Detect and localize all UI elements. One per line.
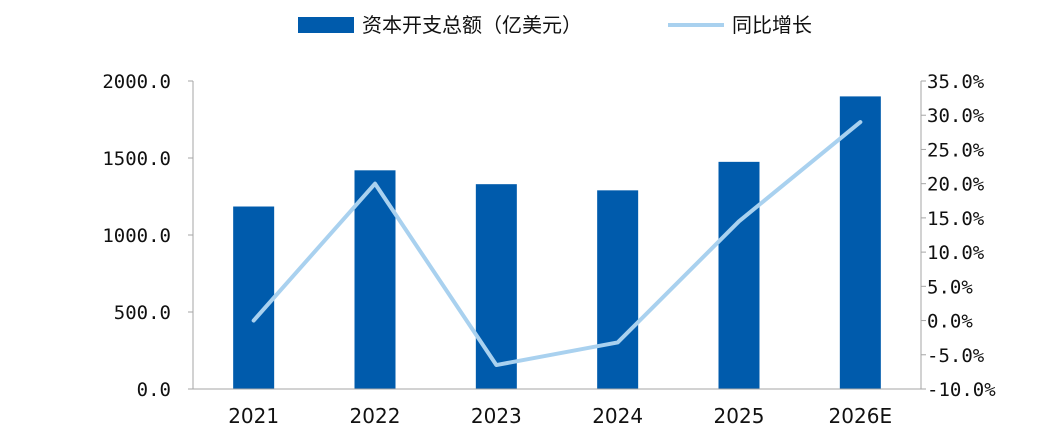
right-tick-label: 10.0% — [927, 242, 985, 264]
category-label: 2026E — [829, 404, 893, 428]
growth-line — [251, 120, 863, 368]
bar-2023 — [475, 184, 517, 389]
right-tick-label: 25.0% — [927, 139, 985, 161]
category-label: 2021 — [228, 404, 279, 428]
category-label: 2023 — [471, 404, 522, 428]
bar-2026E — [839, 96, 881, 390]
legend-line-label: 同比增长 — [732, 13, 812, 37]
right-tick-label: 20.0% — [927, 174, 985, 196]
left-tick-label: 1500.0 — [102, 148, 171, 170]
right-tick-label: -5.0% — [927, 345, 985, 367]
right-tick-label: 0.0% — [927, 311, 973, 333]
legend-bar-label: 资本开支总额（亿美元） — [362, 13, 582, 37]
right-tick-label: -10.0% — [927, 379, 996, 401]
left-tick-label: 1000.0 — [102, 225, 171, 247]
legend: 资本开支总额（亿美元） 同比增长 — [298, 13, 812, 37]
bar-2021 — [233, 206, 275, 389]
bar-2025 — [718, 161, 760, 389]
plot-area: 0.0 500.0 1000.0 1500.0 2000.0 -10.0% -5.0% 0.0… — [102, 71, 996, 428]
right-tick-label: 35.0% — [927, 71, 985, 93]
left-tick-label: 2000.0 — [102, 71, 171, 93]
category-label: 2024 — [592, 404, 643, 428]
right-tick-label: 5.0% — [927, 276, 973, 298]
left-tick-label: 0.0 — [137, 379, 171, 401]
right-tick-label: 30.0% — [927, 105, 985, 127]
category-label: 2022 — [350, 404, 401, 428]
right-tick-label: 15.0% — [927, 208, 985, 230]
left-tick-label: 500.0 — [114, 302, 171, 324]
legend-bar-swatch — [298, 17, 354, 33]
bar-2024 — [597, 190, 639, 389]
category-label: 2025 — [714, 404, 765, 428]
